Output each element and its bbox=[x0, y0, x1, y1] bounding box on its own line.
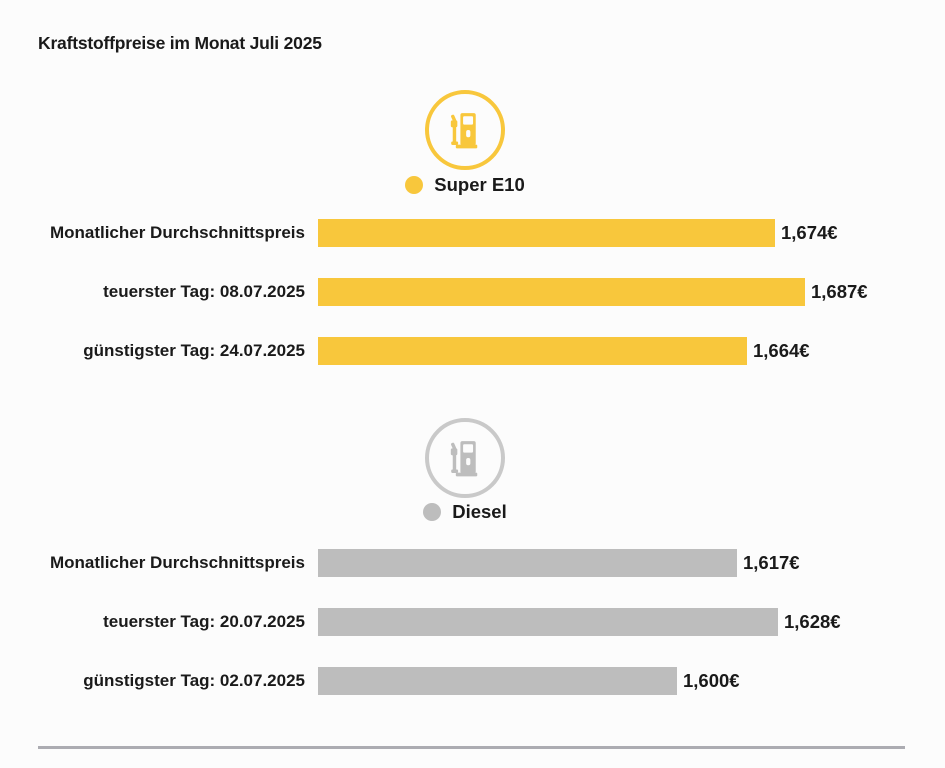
price-value: 1,687€ bbox=[811, 281, 868, 302]
price-value: 1,674€ bbox=[781, 222, 838, 243]
super-e10-icon-ring bbox=[425, 90, 505, 170]
legend-label-diesel: Diesel bbox=[452, 500, 507, 522]
page-title: Kraftstoffpreise im Monat Juli 2025 bbox=[38, 33, 322, 53]
price-bar bbox=[318, 549, 737, 577]
row-label: Monatlicher Durchschnittspreis bbox=[49, 223, 305, 242]
row-label: günstigster Tag: 02.07.2025 bbox=[83, 671, 305, 690]
super-e10-legend: Super E10 bbox=[0, 174, 930, 195]
legend-dot-diesel bbox=[423, 502, 442, 521]
fuel-pump-icon bbox=[450, 113, 478, 149]
price-value: 1,617€ bbox=[743, 552, 800, 573]
bar-row-diesel-average: Monatlicher Durchschnittspreis 1,617€ bbox=[0, 549, 945, 577]
price-bar bbox=[318, 337, 747, 365]
price-bar bbox=[318, 608, 778, 636]
price-value: 1,600€ bbox=[683, 670, 740, 691]
bar-row-diesel-min: günstigster Tag: 02.07.2025 1,600€ bbox=[0, 667, 945, 695]
bottom-divider bbox=[38, 746, 905, 749]
bar-row-super-min: günstigster Tag: 24.07.2025 1,664€ bbox=[0, 337, 945, 365]
diesel-icon-ring bbox=[425, 418, 505, 498]
bar-row-diesel-max: teuerster Tag: 20.07.2025 1,628€ bbox=[0, 608, 945, 636]
price-bar bbox=[318, 219, 775, 247]
bar-row-super-max: teuerster Tag: 08.07.2025 1,687€ bbox=[0, 278, 945, 306]
row-label: günstigster Tag: 24.07.2025 bbox=[83, 341, 305, 360]
bar-row-super-average: Monatlicher Durchschnittspreis 1,674€ bbox=[0, 219, 945, 247]
price-value: 1,664€ bbox=[753, 340, 810, 361]
row-label: Monatlicher Durchschnittspreis bbox=[49, 553, 305, 572]
fuel-pump-icon bbox=[450, 441, 478, 477]
diesel-legend: Diesel bbox=[0, 501, 930, 522]
legend-label-super-e10: Super E10 bbox=[434, 173, 525, 195]
price-bar bbox=[318, 667, 677, 695]
price-bar bbox=[318, 278, 805, 306]
row-label: teuerster Tag: 20.07.2025 bbox=[103, 612, 305, 631]
legend-dot-super-e10 bbox=[405, 175, 424, 194]
price-value: 1,628€ bbox=[784, 611, 841, 632]
row-label: teuerster Tag: 08.07.2025 bbox=[103, 282, 305, 301]
